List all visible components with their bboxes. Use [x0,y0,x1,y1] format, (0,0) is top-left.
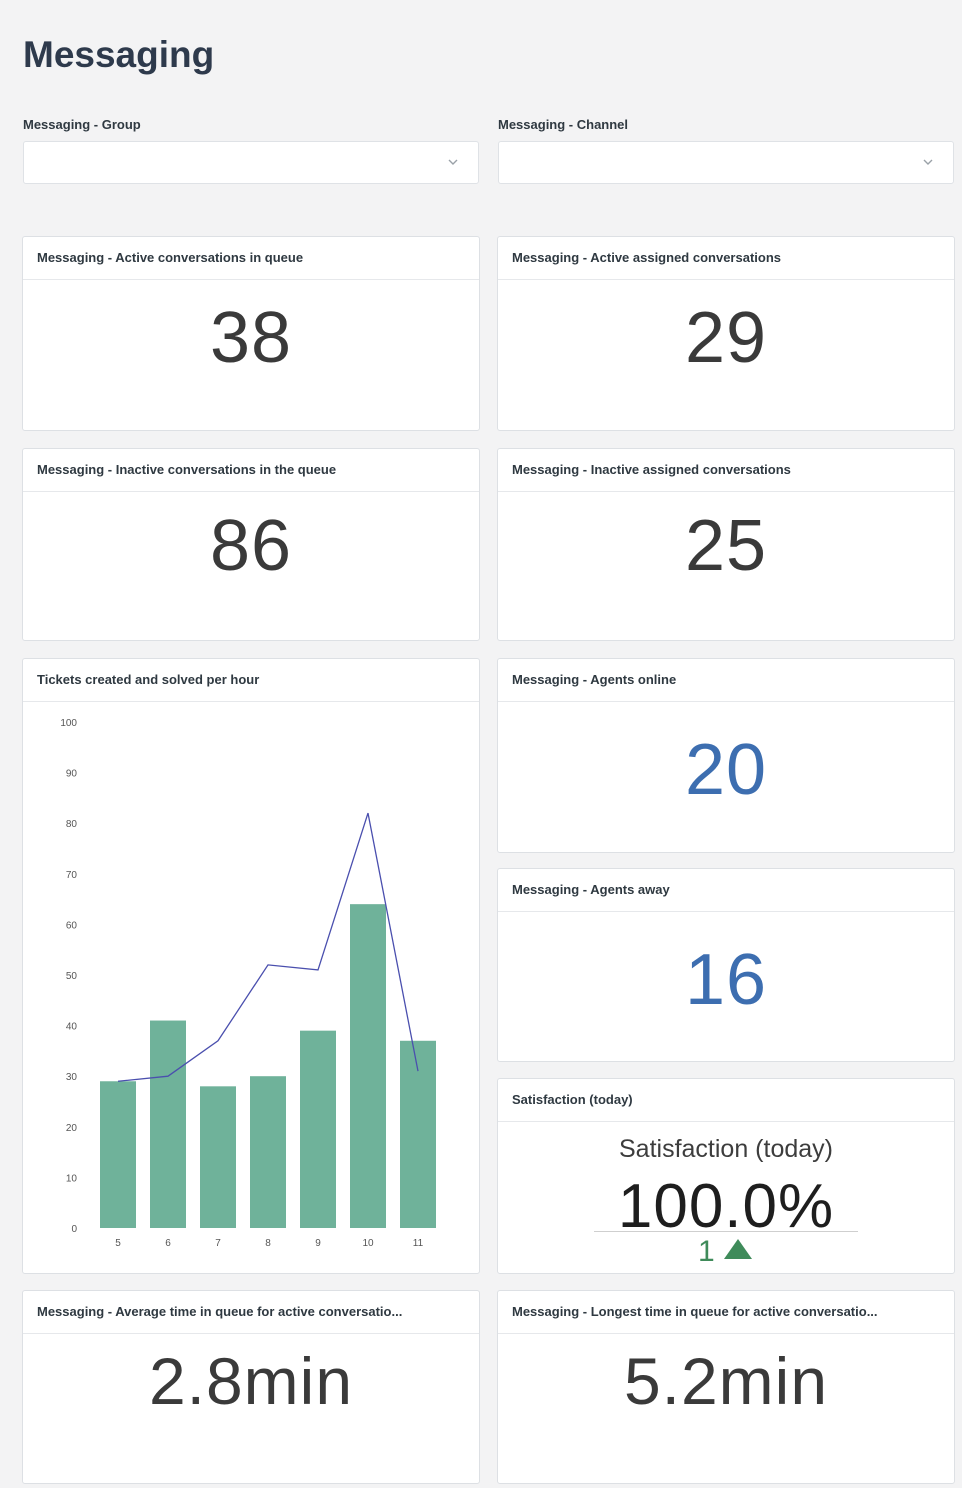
x-tick-label: 7 [215,1238,221,1249]
x-tick-label: 11 [413,1238,424,1249]
chevron-down-icon [448,159,458,165]
avg-time-value: 2.8min [148,1344,354,1418]
card-title: Messaging - Active conversations in queu… [23,237,479,280]
tickets-chart-card: Tickets created and solved per hour 0 10 2… [22,658,480,1274]
inactive-queue-card: Messaging - Inactive conversations in th… [22,448,480,641]
bar [150,1020,186,1228]
bar [100,1081,136,1228]
x-tick-label: 10 [362,1238,374,1249]
y-tick-label: 40 [66,1022,78,1033]
agents-online-value: 20 [684,730,768,810]
satisfaction-card: Satisfaction (today) Satisfaction (today… [497,1078,955,1274]
card-title: Messaging - Inactive conversations in th… [23,449,479,492]
card-title: Messaging - Agents online [498,659,954,702]
y-tick-label: 60 [66,920,78,931]
chevron-down-icon [923,159,933,165]
tickets-chart: 0 10 20 30 40 50 60 70 80 90 100 5 6 7 8 9 10 11 [60,718,436,1249]
bar [200,1086,236,1228]
x-tick-label: 5 [115,1238,121,1249]
agents-away-card: Messaging - Agents away 16 [497,868,955,1062]
y-tick-label: 90 [66,769,78,780]
y-tick-label: 80 [66,819,78,830]
channel-filter-label: Messaging - Channel [498,117,629,132]
y-tick-label: 100 [60,718,77,729]
inactive-assigned-card: Messaging - Inactive assigned conversati… [497,448,955,641]
x-tick-label: 8 [265,1238,271,1249]
y-tick-label: 30 [66,1072,78,1083]
active-assigned-card: Messaging - Active assigned conversation… [497,236,955,431]
line-series [117,812,419,1082]
bar [400,1040,436,1228]
y-tick-label: 10 [66,1173,78,1184]
longest-time-card: Messaging - Longest time in queue for ac… [497,1290,955,1484]
card-title: Messaging - Active assigned conversation… [498,237,954,280]
card-title: Messaging - Longest time in queue for ac… [498,1291,954,1334]
card-title: Tickets created and solved per hour [23,659,479,702]
satisfaction-value: 100.0% [617,1172,835,1241]
inactive-queue-value: 86 [209,506,293,586]
bar [300,1030,336,1228]
triangle-up-icon [724,1239,752,1259]
page-title: Messaging [23,34,215,75]
group-filter-select[interactable] [23,141,479,184]
y-tick-label: 0 [71,1224,77,1235]
bar [250,1076,286,1228]
y-tick-label: 20 [66,1123,78,1134]
y-tick-label: 70 [66,870,78,881]
channel-filter-select[interactable] [498,141,954,184]
card-title: Satisfaction (today) [498,1079,954,1122]
longest-time-value: 5.2min [623,1344,829,1418]
x-tick-label: 9 [315,1238,321,1249]
active-queue-value: 38 [209,298,293,378]
x-tick-label: 6 [165,1238,171,1249]
satisfaction-label: Satisfaction (today) [619,1135,833,1163]
agents-online-card: Messaging - Agents online 20 [497,658,955,853]
bar [350,904,386,1228]
divider [594,1231,858,1232]
card-title: Messaging - Average time in queue for ac… [23,1291,479,1334]
satisfaction-delta: 1 [698,1235,715,1268]
avg-time-card: Messaging - Average time in queue for ac… [22,1290,480,1484]
y-tick-label: 50 [66,971,78,982]
group-filter-label: Messaging - Group [23,117,141,132]
active-queue-card: Messaging - Active conversations in queu… [22,236,480,431]
inactive-assigned-value: 25 [684,506,768,586]
active-assigned-value: 29 [684,298,768,378]
card-title: Messaging - Agents away [498,869,954,912]
card-title: Messaging - Inactive assigned conversati… [498,449,954,492]
agents-away-value: 16 [684,940,768,1020]
